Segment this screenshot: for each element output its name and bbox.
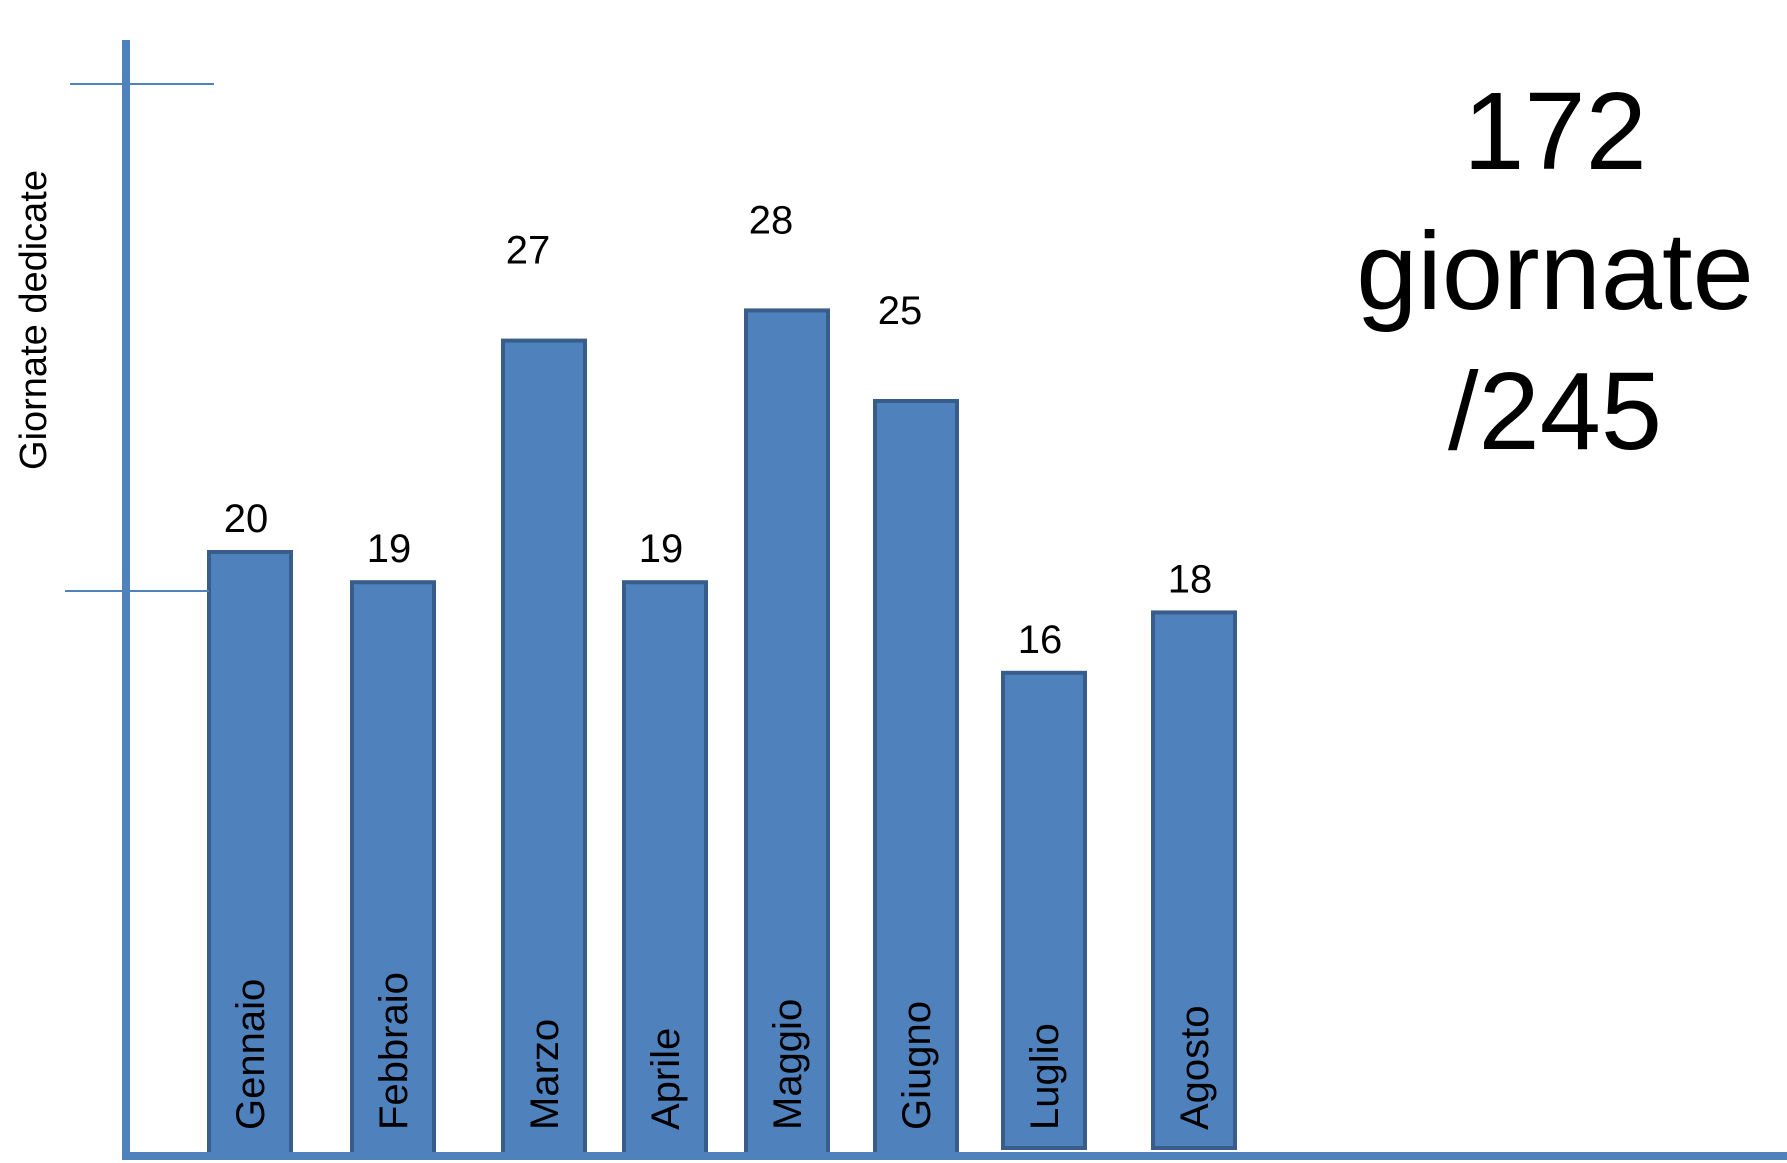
bar-agosto [1151, 610, 1237, 1150]
value-label-febbraio: 19 [367, 527, 412, 571]
category-label-marzo: Marzo [523, 1019, 567, 1130]
value-label-maggio: 28 [749, 198, 794, 242]
summary-total-value: 172 [1463, 70, 1647, 193]
y-axis-label: Giornate dedicate [13, 170, 55, 470]
bar-giugno [873, 399, 959, 1158]
category-label-febbraio: Febbraio [372, 972, 416, 1130]
category-label-giugno: Giugno [895, 1001, 939, 1130]
value-label-giugno: 25 [878, 289, 923, 333]
value-label-agosto: 18 [1168, 557, 1213, 601]
category-labels-layer: Gennaio Febbraio Marzo Aprile Maggio Giugno Lu… [229, 972, 1217, 1130]
bar-aprile [622, 580, 708, 1158]
category-label-gennaio: Gennaio [229, 979, 273, 1130]
summary-total: 172 giornate /245 [1330, 62, 1780, 482]
value-label-luglio: 16 [1018, 618, 1063, 662]
category-label-maggio: Maggio [766, 999, 810, 1130]
bar-gennaio [207, 550, 293, 1158]
value-label-marzo: 27 [506, 229, 551, 273]
bars-layer [207, 308, 1237, 1159]
value-labels-layer: 20 19 27 19 28 25 16 18 [224, 198, 1213, 661]
category-label-aprile: Aprile [644, 1028, 688, 1130]
value-label-gennaio: 20 [224, 497, 269, 541]
summary-total-unit: giornate [1356, 210, 1754, 333]
bar-luglio [1001, 670, 1087, 1150]
category-label-luglio: Luglio [1023, 1023, 1067, 1130]
summary-total-denominator: /245 [1447, 350, 1663, 473]
value-label-aprile: 19 [639, 527, 684, 571]
bar-febbraio [350, 580, 436, 1158]
category-label-agosto: Agosto [1173, 1005, 1217, 1130]
